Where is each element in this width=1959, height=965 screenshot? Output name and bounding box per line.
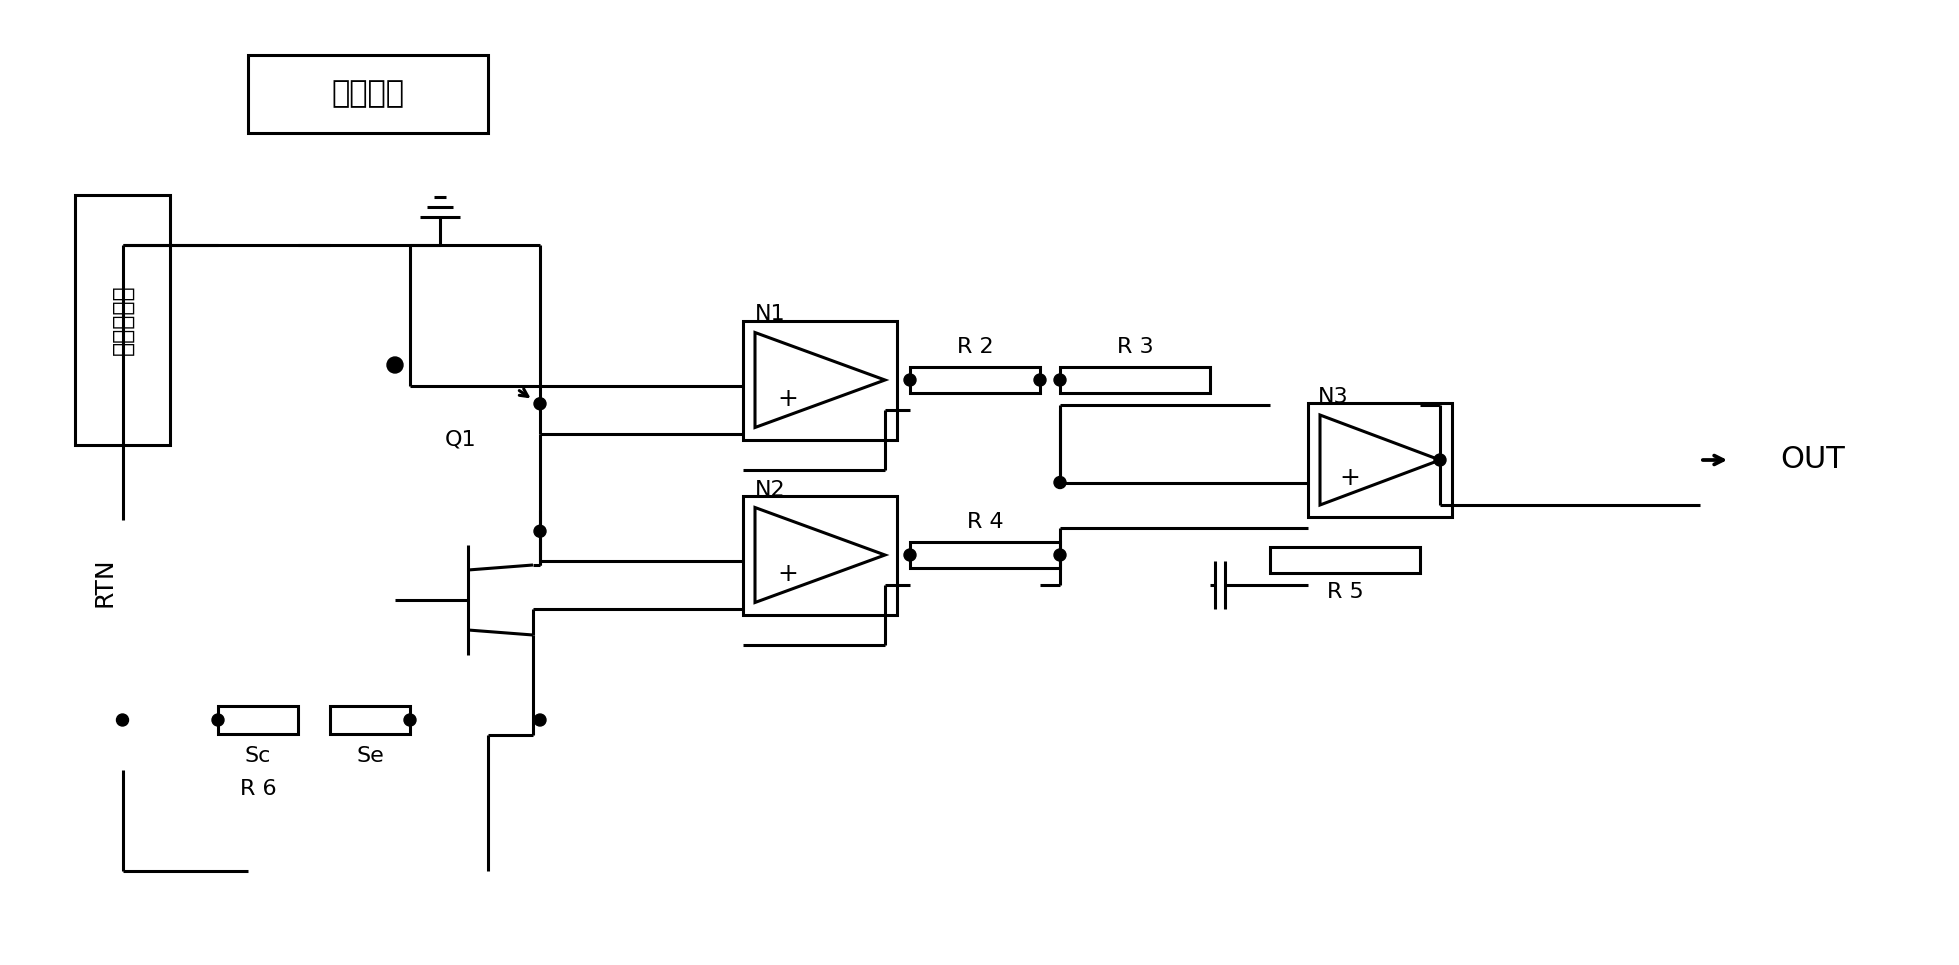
Bar — [1269, 547, 1420, 573]
Text: R 2: R 2 — [956, 337, 993, 357]
Text: Sc: Sc — [245, 746, 270, 766]
Text: N3: N3 — [1318, 387, 1348, 407]
Text: RTN: RTN — [92, 558, 116, 607]
Text: +: + — [1340, 466, 1360, 490]
Bar — [742, 320, 897, 439]
Bar — [74, 195, 170, 445]
Circle shape — [535, 398, 547, 410]
Text: 串联电阻: 串联电阻 — [331, 79, 404, 108]
Circle shape — [535, 714, 547, 726]
Bar — [1060, 367, 1211, 393]
Text: N2: N2 — [754, 480, 786, 500]
Text: R 5: R 5 — [1326, 582, 1363, 602]
Bar — [217, 706, 298, 734]
Circle shape — [116, 714, 129, 726]
Text: +: + — [778, 562, 797, 586]
Circle shape — [903, 374, 917, 386]
Circle shape — [212, 714, 223, 726]
Text: Se: Se — [357, 746, 384, 766]
Bar — [742, 495, 897, 615]
Text: N1: N1 — [754, 305, 786, 324]
Bar — [329, 706, 409, 734]
Bar — [249, 55, 488, 133]
Circle shape — [1054, 477, 1066, 488]
Circle shape — [1034, 374, 1046, 386]
Circle shape — [1054, 374, 1066, 386]
Text: R 3: R 3 — [1117, 337, 1154, 357]
Circle shape — [903, 549, 917, 561]
Text: Q1: Q1 — [445, 430, 476, 450]
Text: +: + — [778, 387, 797, 411]
Circle shape — [388, 357, 404, 373]
Circle shape — [1434, 454, 1446, 466]
Circle shape — [1054, 549, 1066, 561]
Text: R 4: R 4 — [966, 512, 1003, 532]
Text: 集电极电源: 集电极电源 — [110, 285, 135, 355]
Text: R 6: R 6 — [239, 779, 276, 799]
Circle shape — [535, 525, 547, 538]
Text: OUT: OUT — [1781, 446, 1845, 475]
Bar — [1309, 403, 1452, 517]
Bar — [911, 542, 1060, 568]
Bar — [911, 367, 1040, 393]
Circle shape — [404, 714, 415, 726]
